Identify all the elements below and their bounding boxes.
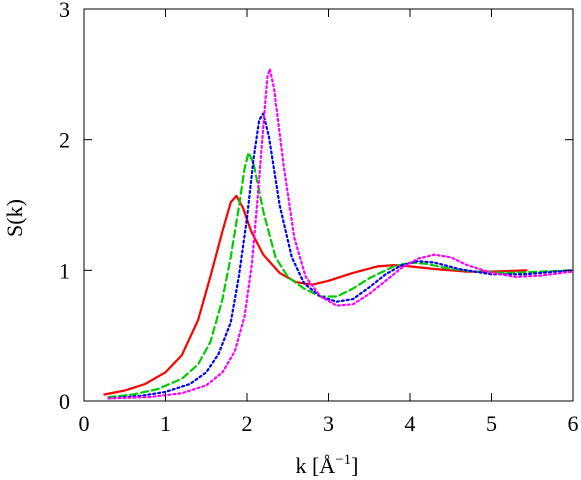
- x-tick-label: 5: [486, 411, 497, 436]
- x-tick-label: 2: [242, 411, 253, 436]
- axes: 0 1 2 3 4 5 6 0 1 2 3: [59, 0, 579, 436]
- y-tick-label: 0: [59, 389, 70, 414]
- x-tick-label: 6: [568, 411, 579, 436]
- y-tick-label: 1: [59, 258, 70, 283]
- y-tick-label: 3: [59, 0, 70, 22]
- series-line-3: [107, 112, 575, 400]
- x-axis-title-main: k [Å: [295, 453, 335, 478]
- series-layer: [103, 68, 575, 400]
- series-line-2: [107, 151, 575, 399]
- series-line-1: [103, 194, 528, 396]
- series-line-4: [107, 68, 575, 400]
- plot-frame: [83, 8, 574, 402]
- x-tick-label: 3: [323, 411, 334, 436]
- x-tick-label: 0: [79, 411, 90, 436]
- x-axis-title-close: ]: [351, 453, 358, 478]
- y-axis-title: S(k): [2, 199, 27, 237]
- x-axis-title-sup: −1: [335, 452, 351, 468]
- plot-area: [83, 8, 574, 402]
- x-tick-label: 4: [405, 411, 416, 436]
- x-tick-label: 1: [160, 411, 171, 436]
- y-tick-label: 2: [59, 128, 70, 153]
- x-axis-title: k [Å−1]: [295, 452, 358, 478]
